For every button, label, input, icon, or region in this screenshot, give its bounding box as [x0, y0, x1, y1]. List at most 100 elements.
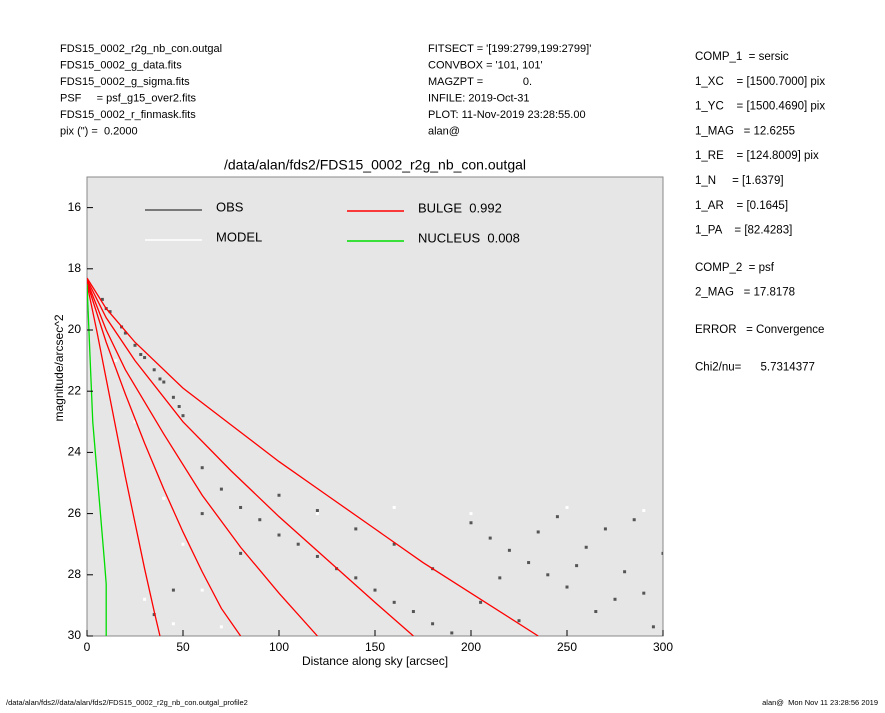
- data-point: [181, 542, 185, 546]
- data-point: [219, 625, 223, 629]
- data-point: [354, 576, 358, 580]
- data-point: [143, 597, 147, 601]
- header-middle-line: CONVBOX = '101, 101': [428, 59, 543, 71]
- data-point: [133, 343, 137, 347]
- profile-line: [87, 280, 318, 636]
- fit-parameter: 1_N = [1.6379]: [695, 175, 784, 187]
- data-point: [100, 297, 104, 301]
- x-tick-label: 250: [557, 640, 577, 654]
- data-point: [603, 527, 607, 531]
- data-point: [479, 600, 483, 604]
- fit-parameter: COMP_1 = sersic: [695, 51, 789, 63]
- data-point: [392, 505, 396, 509]
- data-point: [152, 613, 156, 617]
- data-point: [277, 533, 281, 537]
- data-point: [373, 588, 377, 592]
- data-point: [315, 509, 319, 513]
- header-middle-line: PLOT: 11-Nov-2019 23:28:55.00: [428, 109, 586, 121]
- data-point: [219, 487, 223, 491]
- data-point: [277, 493, 281, 497]
- chart-title: /data/alan/fds2/FDS15_0002_r2g_nb_con.ou…: [224, 157, 526, 173]
- fit-parameter: 1_MAG = 12.6255: [695, 125, 795, 137]
- data-point: [661, 551, 663, 555]
- data-point: [488, 536, 492, 540]
- data-point: [114, 359, 118, 363]
- data-point: [584, 545, 588, 549]
- header-left-line: FDS15_0002_r2g_nb_con.outgal: [60, 43, 222, 55]
- header-left-line: PSF = psf_g15_over2.fits: [60, 92, 197, 104]
- header-left-line: FDS15_0002_r_finmask.fits: [60, 109, 196, 121]
- data-point: [594, 610, 598, 614]
- fit-parameter: 1_RE = [124.8009] pix: [695, 150, 819, 162]
- profile-line: [87, 277, 539, 636]
- y-tick-label: 16: [68, 200, 82, 214]
- profile-line: [87, 284, 107, 636]
- data-point: [507, 548, 511, 552]
- y-tick-label: 24: [68, 445, 82, 459]
- data-point: [411, 610, 415, 614]
- data-point: [296, 542, 300, 546]
- fit-parameter: 1_AR = [0.1645]: [695, 200, 788, 212]
- x-tick-label: 150: [365, 640, 385, 654]
- data-point: [162, 496, 166, 500]
- y-tick-label: 30: [68, 628, 82, 642]
- data-point: [565, 505, 569, 509]
- legend-label: MODEL: [216, 229, 262, 244]
- data-point: [139, 352, 143, 356]
- data-point: [536, 530, 540, 534]
- profile-line: [87, 282, 242, 636]
- fit-parameter: 1_PA = [82.4283]: [695, 225, 792, 237]
- x-axis-label: Distance along sky [arcsec]: [302, 654, 448, 668]
- y-tick-label: 18: [68, 261, 82, 275]
- data-point: [239, 505, 243, 509]
- data-point: [642, 509, 646, 513]
- plot-area: [86, 176, 664, 637]
- header-left-line: pix (") = 0.2000: [60, 125, 138, 137]
- data-point: [575, 564, 579, 568]
- legend-label: NUCLEUS 0.008: [418, 230, 520, 245]
- x-tick-label: 200: [461, 640, 481, 654]
- fit-parameter: Chi2/nu= 5.7314377: [695, 361, 815, 373]
- x-tick-label: 0: [84, 640, 91, 654]
- data-point: [642, 591, 646, 595]
- data-point: [239, 551, 243, 555]
- data-point: [200, 466, 204, 470]
- header-middle-line: INFILE: 2019-Oct-31: [428, 92, 530, 104]
- data-point: [651, 625, 655, 629]
- fit-parameter: 1_XC = [1500.7000] pix: [695, 76, 825, 88]
- data-point: [623, 570, 627, 574]
- fit-parameter: 1_YC = [1500.4690] pix: [695, 101, 825, 113]
- x-tick-label: 50: [176, 640, 190, 654]
- data-point: [171, 622, 175, 626]
- data-point: [469, 521, 473, 525]
- data-point: [450, 631, 454, 635]
- fit-parameter: 2_MAG = 17.8178: [695, 287, 795, 299]
- header-middle-line: FITSECT = '[199:2799,199:2799]': [428, 43, 591, 55]
- y-tick-label: 22: [68, 383, 82, 397]
- plot-marks: [87, 277, 663, 636]
- legend-label: BULGE 0.992: [418, 200, 502, 215]
- data-point: [632, 518, 636, 522]
- data-point: [555, 515, 559, 519]
- data-point: [123, 331, 127, 335]
- profile-line: [87, 283, 161, 636]
- y-axis-label: magnitude/arcsec^2: [52, 314, 66, 421]
- data-point: [258, 518, 262, 522]
- data-point: [469, 512, 473, 516]
- data-point: [133, 420, 137, 424]
- data-point: [498, 576, 502, 580]
- x-tick-label: 300: [653, 640, 673, 654]
- footer-right: alan@ Mon Nov 11 23:28:56 2019: [762, 698, 878, 707]
- data-point: [200, 512, 204, 516]
- data-point: [108, 310, 112, 314]
- data-point: [171, 395, 175, 399]
- data-point: [200, 588, 204, 592]
- legend-label: OBS: [216, 199, 244, 214]
- data-point: [565, 585, 569, 589]
- data-point: [152, 368, 156, 372]
- data-point: [158, 377, 162, 381]
- data-point: [354, 527, 358, 531]
- data-point: [181, 414, 185, 418]
- data-point: [315, 554, 319, 558]
